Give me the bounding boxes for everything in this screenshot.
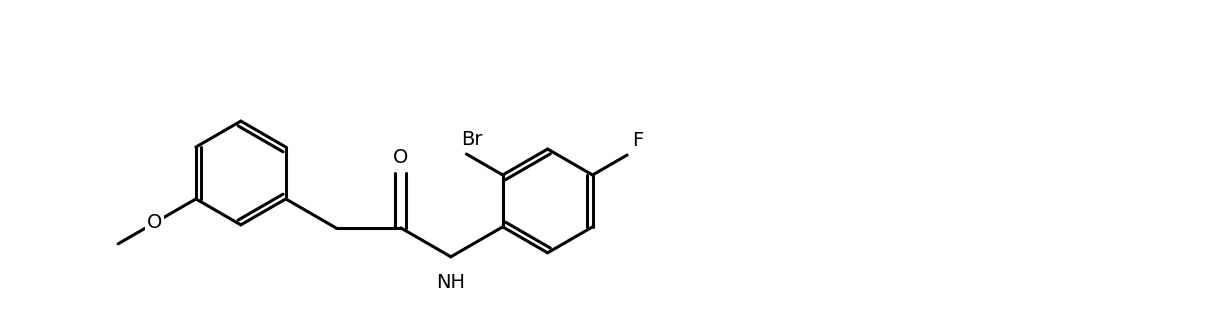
Text: O: O (393, 148, 408, 167)
Text: Br: Br (462, 130, 483, 149)
Text: O: O (147, 213, 163, 233)
Text: NH: NH (436, 273, 466, 292)
Text: F: F (632, 131, 643, 150)
